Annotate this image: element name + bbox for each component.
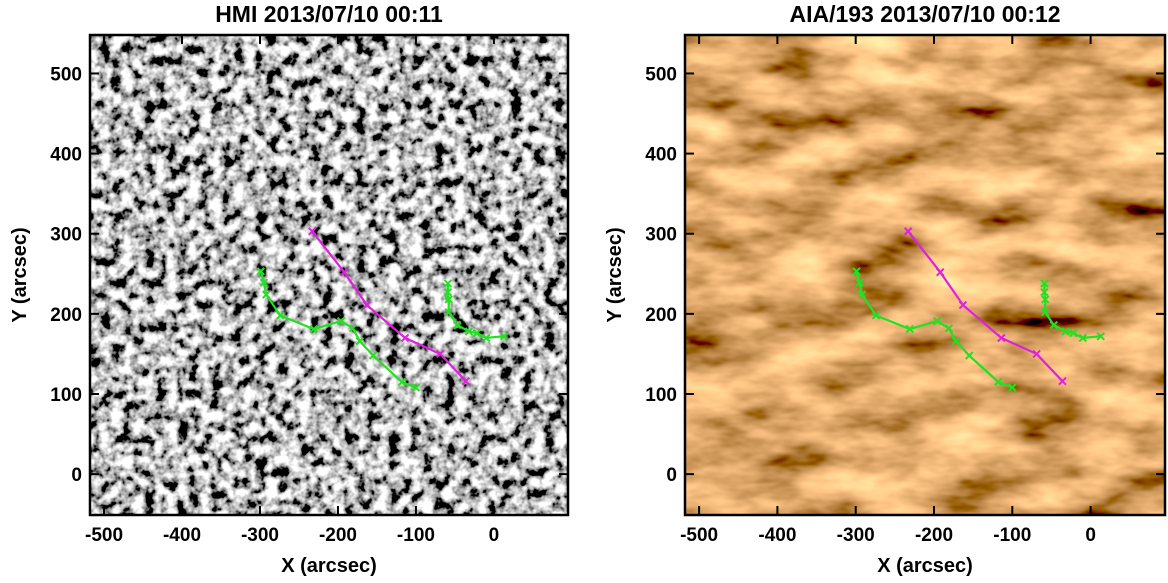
chart-title: HMI 2013/07/10 00:11 [215, 1, 443, 27]
plot-frame [88, 33, 570, 517]
point-marker [397, 377, 407, 387]
image-backdrop [685, 35, 1165, 515]
point-marker [1058, 376, 1067, 386]
point-marker [965, 351, 974, 360]
point-marker [400, 333, 410, 343]
point-marker [1008, 383, 1017, 392]
point-marker [905, 324, 914, 334]
y-tick-label: 500 [645, 64, 677, 85]
x-tick-label: -200 [915, 525, 953, 546]
point-marker [1049, 320, 1059, 330]
point-marker [308, 227, 317, 236]
point-marker [1040, 295, 1050, 304]
x-axis-label: X (arcsec) [281, 555, 377, 577]
point-marker [262, 290, 271, 299]
plot-frame [683, 33, 1167, 517]
x-tick-label: -100 [397, 525, 435, 546]
point-marker [997, 333, 1006, 343]
chart-title: AIA/193 2013/07/10 00:12 [789, 1, 1060, 27]
point-marker [435, 349, 445, 359]
point-marker [444, 308, 453, 317]
point-marker [256, 267, 265, 276]
image-backdrop [90, 35, 568, 515]
point-marker [499, 332, 509, 341]
y-tick-label: 100 [50, 385, 82, 406]
point-marker [443, 288, 453, 297]
y-axis-label: Y (arcsec) [9, 227, 31, 322]
point-marker [903, 227, 913, 236]
point-marker [932, 316, 942, 326]
point-marker [852, 267, 861, 276]
point-marker [951, 336, 961, 346]
point-marker [855, 278, 864, 287]
point-marker [453, 320, 462, 330]
point-marker [411, 383, 421, 392]
x-axis-label: X (arcsec) [877, 555, 973, 577]
y-tick-label: 200 [645, 305, 677, 326]
x-tick-label: -300 [241, 525, 279, 546]
point-marker [1040, 279, 1049, 288]
x-tick-label: -300 [837, 525, 875, 546]
x-tick-label: 0 [489, 525, 500, 546]
point-marker [1078, 333, 1087, 343]
y-tick-label: 200 [50, 305, 82, 326]
y-tick-label: 100 [645, 385, 677, 406]
y-tick-label: 400 [50, 145, 82, 166]
point-marker [368, 351, 378, 360]
x-tick-label: -400 [758, 525, 796, 546]
point-marker [1069, 328, 1078, 338]
point-marker [461, 376, 471, 386]
y-tick-label: 300 [50, 225, 82, 246]
point-marker [994, 377, 1003, 387]
y-tick-label: 300 [645, 225, 677, 246]
x-tick-label: -400 [163, 525, 201, 546]
point-marker [348, 324, 357, 333]
point-marker [276, 311, 285, 320]
point-marker [355, 336, 365, 346]
y-tick-label: 0 [666, 465, 677, 486]
point-marker [1032, 349, 1041, 359]
x-tick-label: -100 [993, 525, 1031, 546]
x-tick-label: 0 [1085, 525, 1096, 546]
y-tick-label: 400 [645, 145, 677, 166]
point-marker [958, 300, 968, 310]
point-marker [936, 267, 945, 277]
point-marker [443, 279, 453, 288]
point-marker [472, 328, 481, 338]
point-marker [1061, 327, 1070, 336]
point-marker [362, 300, 372, 310]
trace-line [907, 230, 1064, 382]
point-marker [871, 311, 881, 320]
point-marker [336, 316, 346, 326]
x-tick-label: -200 [319, 525, 357, 546]
y-axis-label: Y (arcsec) [604, 227, 626, 322]
point-marker [1040, 308, 1050, 317]
point-marker [309, 324, 319, 334]
point-marker [1040, 288, 1049, 297]
trace-line [311, 230, 467, 382]
x-tick-label: -500 [85, 525, 123, 546]
point-marker [464, 327, 474, 336]
point-marker [1096, 332, 1105, 341]
y-tick-label: 500 [50, 64, 82, 85]
point-marker [481, 333, 491, 343]
point-marker [857, 290, 867, 299]
y-tick-label: 0 [71, 465, 82, 486]
point-marker [339, 267, 349, 277]
point-marker [259, 278, 269, 287]
point-marker [444, 295, 453, 304]
x-tick-label: -500 [680, 525, 718, 546]
point-marker [944, 324, 954, 333]
